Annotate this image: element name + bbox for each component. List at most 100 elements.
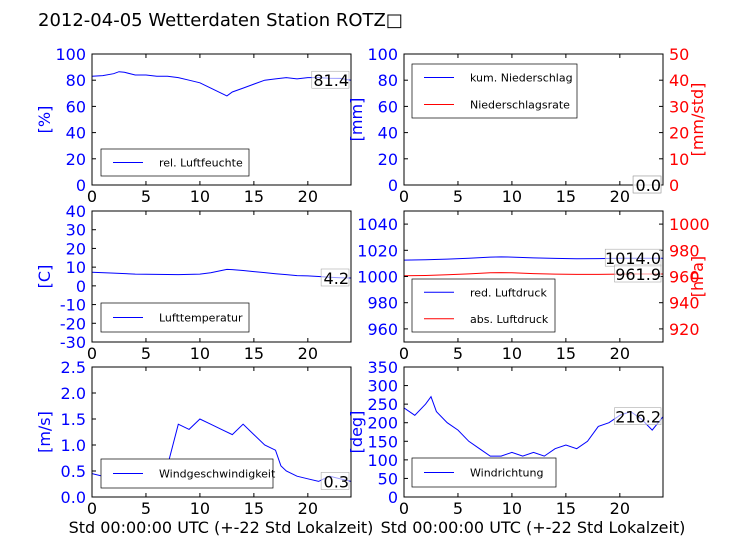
x-tick-label: 20 — [298, 187, 318, 206]
y-axis-label: [m/s] — [35, 411, 54, 453]
legend-label: Niederschlagsrate — [470, 99, 570, 112]
x-tick-label: 0 — [87, 499, 97, 518]
x-tick-label: 20 — [610, 187, 630, 206]
y2-tick-label: 920 — [669, 320, 700, 339]
y-tick-label: 50 — [378, 469, 398, 488]
y-tick-label: 1040 — [357, 215, 398, 234]
x-tick-label: 20 — [610, 344, 630, 363]
panel-middle-right: 0 5 10 15 20 960 980 1000 1020 1040 920 940 960 980 10… — [357, 210, 710, 363]
x-tick-label: 10 — [502, 499, 522, 518]
legend: rel. Luftfeuchte — [100, 148, 250, 177]
y-axis-label: [mm] — [347, 98, 366, 142]
panel-bottom-right: 0 5 10 15 20050100150200250300350[deg]Windri… — [347, 358, 664, 518]
x-tick-label: 20 — [610, 499, 630, 518]
y-tick-label: 40 — [66, 124, 86, 143]
x-tick-label: 5 — [141, 187, 151, 206]
x-tick-label: 10 — [502, 187, 522, 206]
legend: red. Luftdruck abs. Luftdruck — [411, 278, 556, 333]
y-tick-label: 1.0 — [61, 436, 86, 455]
y-axis-label: [deg] — [347, 411, 366, 454]
y-tick-label: 80 — [66, 71, 86, 90]
x-axis-label-left: Std 00:00:00 UTC (+-22 Std Lokalzeit) — [69, 518, 374, 537]
x-tick-label: 15 — [244, 499, 264, 518]
last-value-label: 81.4 — [313, 71, 349, 90]
x-tick-label: 5 — [453, 344, 463, 363]
y-tick-label: 20 — [66, 239, 86, 258]
legend-box — [411, 63, 578, 119]
x-tick-label: 15 — [556, 187, 576, 206]
last-value-box — [320, 472, 350, 490]
y-tick-label: 2.0 — [61, 384, 86, 403]
y2-tick-label: 1000 — [669, 215, 710, 234]
y2-axis-label: [hPa] — [688, 256, 707, 297]
y-tick-label: 20 — [66, 150, 86, 169]
plot-frame — [403, 53, 664, 186]
x-tick-label: 10 — [190, 187, 210, 206]
y-tick-label: 200 — [367, 414, 398, 433]
y2-tick-label: 940 — [669, 294, 700, 313]
x-tick-label: 10 — [502, 344, 522, 363]
last-value-label: 0.0 — [636, 176, 661, 195]
y-tick-label: 100 — [55, 45, 86, 64]
y-tick-label: -20 — [60, 314, 86, 333]
y-tick-label: 20 — [378, 150, 398, 169]
legend: Windrichtung — [411, 457, 557, 488]
last-value-box — [614, 264, 662, 283]
y-axis-label: [C] — [35, 265, 54, 289]
y-tick-label: 1000 — [357, 268, 398, 287]
x-tick-label: 15 — [244, 344, 264, 363]
y-tick-label: 100 — [367, 45, 398, 64]
x-tick-label: 10 — [190, 344, 210, 363]
y2-tick-label: 50 — [669, 45, 689, 64]
y-tick-label: 0 — [388, 176, 398, 195]
y-tick-label: 0.5 — [61, 462, 86, 481]
y-tick-label: 0 — [76, 176, 86, 195]
legend: kum. Niederschlag Niederschlagsrate — [411, 63, 578, 119]
y-tick-label: 80 — [378, 71, 398, 90]
last-value-label: 216.2 — [615, 408, 661, 427]
y-tick-label: 0 — [388, 488, 398, 507]
last-value-label: 4.2 — [324, 269, 349, 288]
legend-label: Windrichtung — [470, 467, 543, 480]
x-tick-label: 0 — [399, 187, 409, 206]
last-value-label: 961.9 — [615, 265, 661, 284]
y2-tick-label: 960 — [669, 268, 700, 287]
plot-frame — [91, 53, 352, 186]
x-tick-label: 20 — [298, 344, 318, 363]
x-tick-label: 15 — [556, 499, 576, 518]
panel-top-right: 0 5 10 15 20020406080100[mm]01020304050[mm/s… — [347, 45, 707, 206]
y-tick-label: -30 — [60, 333, 86, 352]
last-value-box — [320, 268, 350, 287]
x-tick-label: 10 — [190, 499, 210, 518]
y-tick-label: 0 — [76, 277, 86, 296]
legend-box — [411, 278, 556, 333]
y-tick-label: 960 — [367, 320, 398, 339]
x-tick-label: 0 — [399, 499, 409, 518]
y-tick-label: 1020 — [357, 241, 398, 260]
x-tick-label: 20 — [298, 499, 318, 518]
legend: Windgeschwindigkeit — [100, 458, 276, 489]
plot-frame — [91, 366, 352, 498]
y-tick-label: 0.0 — [61, 488, 86, 507]
y2-axis-label: [mm/std] — [688, 83, 707, 157]
panel-middle-left: 0 5 10 15 20-30-20-10010203040[C]Lufttempera… — [35, 202, 352, 363]
x-tick-label: 5 — [141, 344, 151, 363]
y-tick-label: 150 — [367, 432, 398, 451]
x-tick-label: 0 — [87, 344, 97, 363]
last-value-box — [311, 70, 350, 89]
x-tick-label: 15 — [244, 187, 264, 206]
legend-label: Lufttemperatur — [159, 312, 243, 325]
plot-frame — [403, 366, 664, 498]
y2-tick-label: 0 — [669, 176, 679, 195]
y-tick-label: 60 — [66, 97, 86, 116]
legend-label: Windgeschwindigkeit — [159, 468, 276, 481]
x-tick-label: 15 — [556, 344, 576, 363]
y-tick-label: 1.5 — [61, 410, 86, 429]
last-value-box — [632, 175, 662, 194]
y-tick-label: 2.5 — [61, 358, 86, 377]
y-tick-label: 10 — [66, 258, 86, 277]
legend-label: abs. Luftdruck — [470, 313, 549, 326]
y2-tick-label: 30 — [669, 97, 689, 116]
x-tick-label: 0 — [399, 344, 409, 363]
x-tick-label: 5 — [141, 499, 151, 518]
